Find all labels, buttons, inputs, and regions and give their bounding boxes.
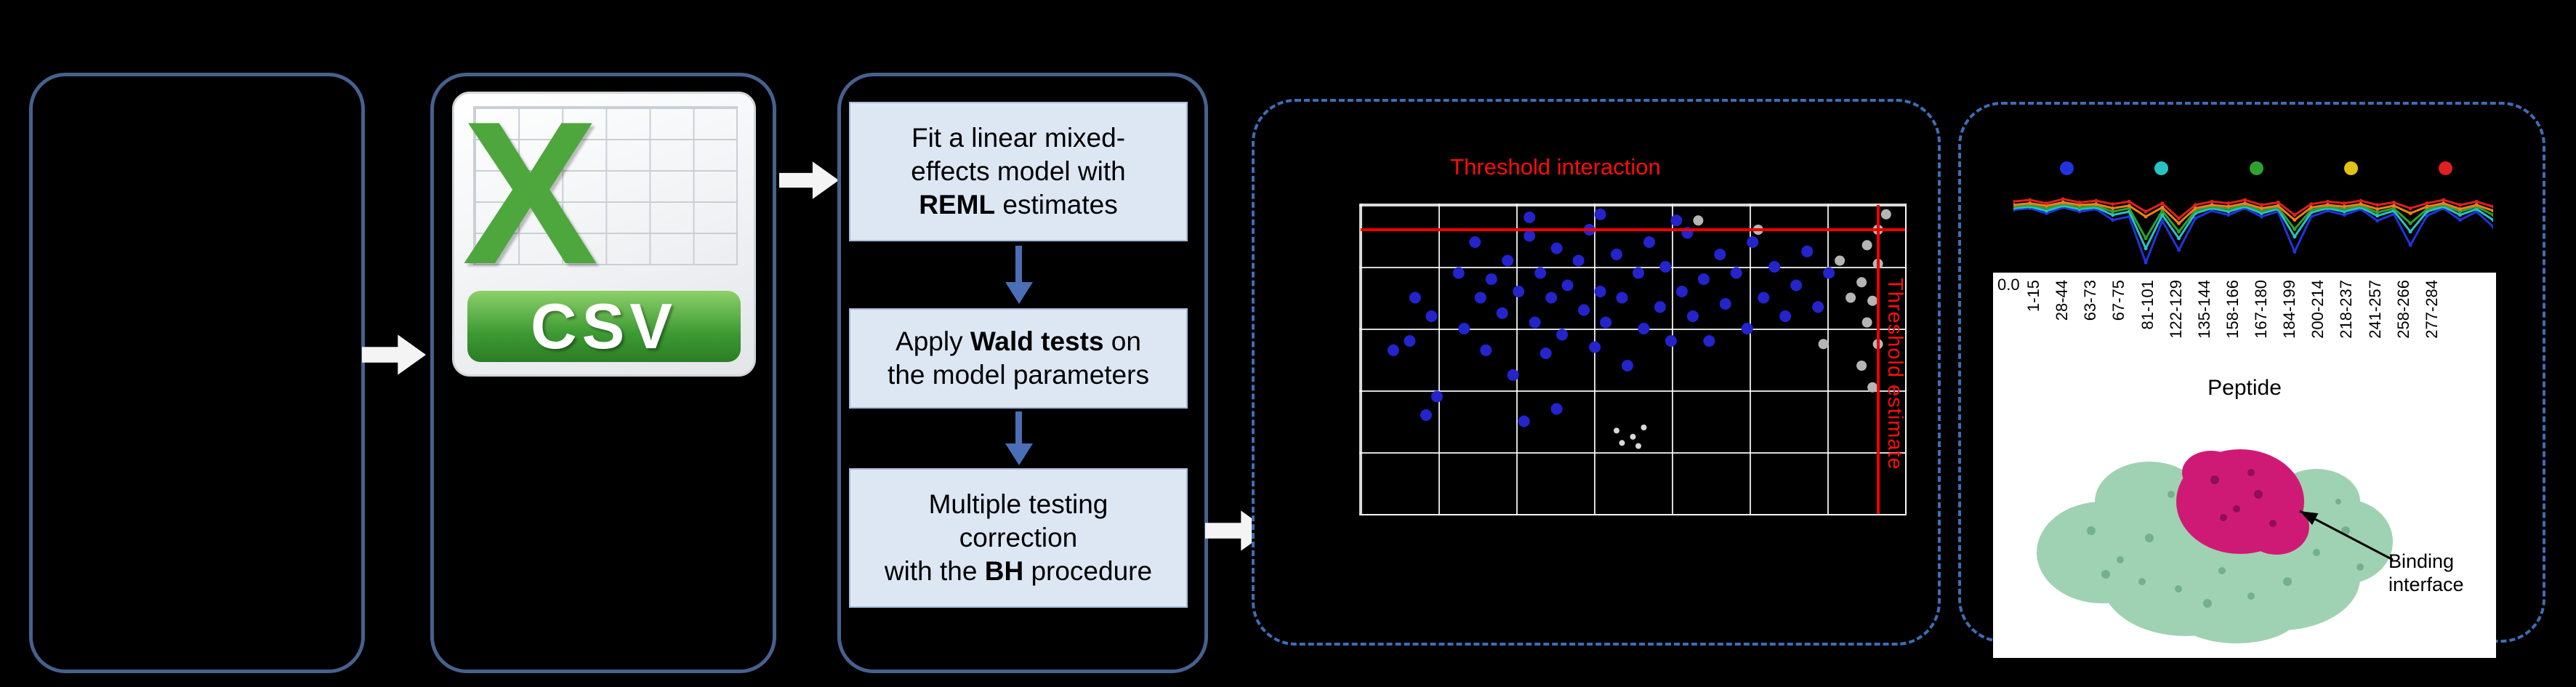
threshold-interaction-label: Threshold interaction: [1450, 154, 1661, 180]
spreadsheet-grid-icon: [473, 105, 738, 266]
peptide-tick-label: 277-284: [2422, 280, 2441, 339]
peptide-tick-label: 135-144: [2194, 280, 2213, 339]
threshold-line-vertical: [1876, 205, 1880, 514]
panel-input: [29, 73, 365, 673]
peptide-tick-label: 122-129: [2166, 280, 2185, 339]
down-arrow-icon: [1015, 246, 1022, 284]
down-arrow-head-icon: [1005, 443, 1033, 465]
csv-file-icon: X CSV: [452, 81, 756, 377]
csv-banner-label: CSV: [467, 290, 741, 363]
peptide-tick-label: 241-257: [2365, 280, 2384, 339]
protein-structure-image: [2037, 449, 2393, 643]
line-chart-legend: [2060, 161, 2452, 176]
step-text-line: the model parameters: [887, 360, 1149, 390]
scatter-plot: [1359, 204, 1907, 515]
y-axis-tick-label: 0.0: [1997, 276, 2020, 294]
peptide-tick-label: 1-15: [2024, 280, 2042, 313]
legend-dot-icon: [2060, 161, 2074, 175]
peptide-tick-label: 67-75: [2109, 280, 2128, 321]
threshold-line-horizontal: [1361, 228, 1905, 231]
peptide-tick-label: 167-180: [2252, 280, 2270, 339]
x-axis-title: Peptide: [2207, 376, 2282, 400]
threshold-estimate-label: Threshold estimate: [1883, 278, 1907, 470]
legend-dot-icon: [2154, 161, 2169, 175]
step-text-line: Apply Wald tests on: [895, 326, 1141, 357]
step-text-line: with the BH procedure: [884, 555, 1153, 586]
excel-x-logo: X: [462, 80, 598, 307]
step-text-line: effects model with: [911, 156, 1126, 187]
peptide-tick-label: 258-266: [2394, 280, 2412, 339]
legend-dot-icon: [2343, 161, 2358, 175]
binding-interface-label: Binding interface: [2388, 550, 2464, 595]
step-text-line: correction: [959, 523, 1078, 553]
results-white-panel: 0.0 1-15 28-44 63-73 67-75 81-101 122-129 135-…: [1993, 273, 2496, 658]
peptide-tick-label: 200-214: [2309, 280, 2327, 339]
legend-dot-icon: [2439, 161, 2452, 175]
peptide-tick-label: 184-199: [2280, 280, 2299, 339]
down-arrow-head-icon: [1005, 282, 1033, 304]
step-text-line: Fit a linear mixed-: [911, 123, 1126, 153]
step-box-wald: Apply Wald tests on the model parameters: [849, 308, 1188, 409]
binding-interface-magenta: [2176, 449, 2309, 555]
peptide-tick-label: 218-237: [2337, 280, 2356, 339]
step-box-reml: Fit a linear mixed- effects model with R…: [849, 102, 1188, 241]
scatter-points-layer: [1387, 208, 1891, 449]
peptide-tick-label: 28-44: [2053, 280, 2072, 321]
flow-arrow-icon: [362, 334, 426, 375]
down-arrow-icon: [1015, 411, 1022, 445]
peptide-tick-label: 81-101: [2138, 280, 2157, 330]
protein-surface-green: [2037, 462, 2393, 643]
peptide-line-chart: [2013, 197, 2493, 265]
peptide-tick-label: 158-166: [2223, 280, 2242, 339]
peptide-tick-label: 63-73: [2081, 280, 2100, 321]
step-box-bh: Multiple testing correction with the BH …: [849, 468, 1188, 608]
step-text-line: REML estimates: [919, 189, 1118, 220]
peptide-axis-tick-labels: 1-15 28-44 63-73 67-75 81-101 122-129 135-144 1…: [2024, 280, 2441, 371]
binding-interface-arrow-icon: [2299, 510, 2394, 561]
step-text-line: Multiple testing: [928, 489, 1108, 520]
flow-arrow-icon: [779, 161, 839, 199]
legend-dot-icon: [2249, 161, 2263, 175]
